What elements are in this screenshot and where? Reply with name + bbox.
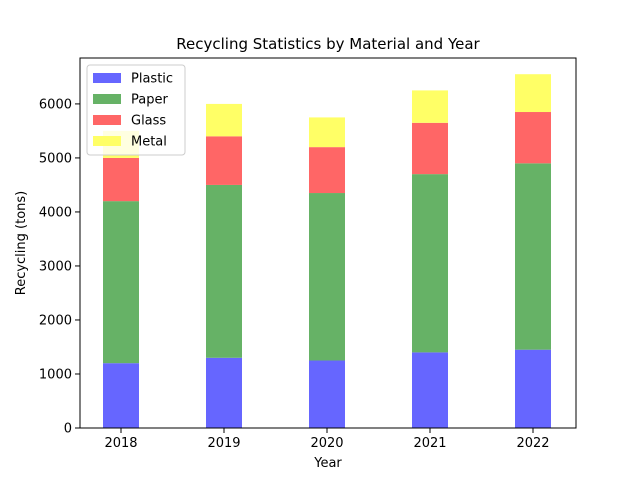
bar-paper-2021 <box>412 174 448 353</box>
bar-glass-2020 <box>309 147 345 194</box>
bar-paper-2019 <box>206 184 242 358</box>
legend-swatch-metal <box>93 136 121 146</box>
bars-group <box>103 74 551 428</box>
bar-paper-2018 <box>103 201 139 364</box>
x-tick-label: 2020 <box>310 436 343 451</box>
bar-metal-2022 <box>515 74 551 113</box>
bar-glass-2018 <box>103 157 139 202</box>
y-axis-label: Recycling (tons) <box>14 191 29 296</box>
legend-swatch-glass <box>93 115 121 125</box>
bar-plastic-2019 <box>206 357 242 428</box>
legend-box <box>86 64 186 156</box>
bar-plastic-2021 <box>412 352 448 428</box>
bar-metal-2020 <box>309 117 345 148</box>
bar-paper-2020 <box>309 193 345 361</box>
legend-label-paper: Paper <box>131 93 168 108</box>
legend-label-plastic: Plastic <box>131 72 173 87</box>
y-axis: 0 1000 2000 3000 4000 5000 6000 <box>39 97 80 437</box>
y-tick-label: 3000 <box>39 259 72 274</box>
x-tick-label: 2019 <box>207 436 240 451</box>
legend-label-metal: Metal <box>131 135 167 150</box>
x-axis: 2018 2019 2020 2021 2022 <box>104 428 550 451</box>
x-tick-label: 2018 <box>104 436 137 451</box>
plot-frame <box>79 57 577 429</box>
y-tick-label: 1000 <box>39 367 72 382</box>
x-axis-label: Year <box>313 456 342 471</box>
y-tick-label: 6000 <box>39 97 72 112</box>
bar-metal-2019 <box>206 103 242 137</box>
x-tick-label: 2022 <box>516 436 549 451</box>
bar-plastic-2018 <box>103 363 139 428</box>
legend-label-glass: Glass <box>131 114 166 129</box>
bar-metal-2021 <box>412 90 448 123</box>
chart-title: Recycling Statistics by Material and Yea… <box>176 35 480 53</box>
legend-swatch-plastic <box>93 73 121 83</box>
y-tick-label: 0 <box>64 422 72 437</box>
legend-swatch-paper <box>93 94 121 104</box>
y-tick-label: 4000 <box>39 205 72 220</box>
bar-plastic-2020 <box>309 360 345 428</box>
y-tick-label: 5000 <box>39 151 72 166</box>
y-tick-label: 2000 <box>39 313 72 328</box>
legend: Plastic Paper Glass Metal <box>86 64 186 156</box>
bar-paper-2022 <box>515 163 551 350</box>
bar-glass-2022 <box>515 112 551 164</box>
x-tick-label: 2021 <box>413 436 446 451</box>
bar-glass-2021 <box>412 122 448 175</box>
bar-glass-2019 <box>206 136 242 185</box>
bar-plastic-2022 <box>515 349 551 428</box>
